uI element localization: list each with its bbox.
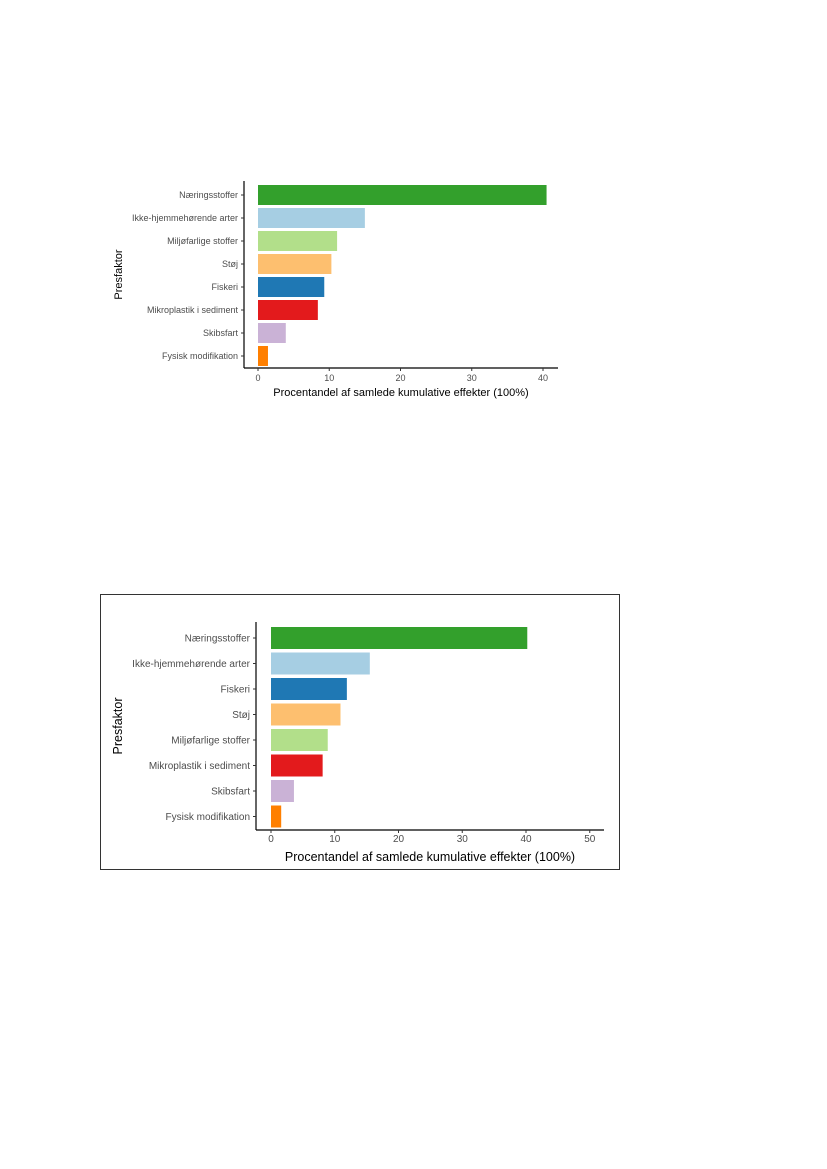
- chart1-category-label: Fysisk modifikation: [162, 351, 238, 361]
- chart2-x-tick-label: 50: [584, 834, 596, 845]
- chart2-category-label: Mikroplastik i sediment: [149, 761, 250, 772]
- chart2-category-label: Ikke-hjemmehørende arter: [132, 659, 250, 670]
- chart1-x-tick-label: 20: [395, 373, 405, 383]
- chart2-x-tick-label: 30: [457, 834, 469, 845]
- chart1-category-label: Mikroplastik i sediment: [147, 305, 239, 315]
- chart1-y-axis-title: Presfaktor: [113, 249, 125, 299]
- chart2-x-axis-title: Procentandel af samlede kumulative effek…: [285, 850, 575, 864]
- chart1-bar: [258, 300, 318, 320]
- chart2-category-label: Næringsstoffer: [185, 634, 251, 645]
- chart1-bar: [258, 254, 332, 274]
- chart2-bar: [271, 652, 370, 675]
- chart2-category-label: Fiskeri: [221, 685, 250, 696]
- chart1-category-label: Næringsstoffer: [179, 190, 238, 200]
- chart1-x-tick-label: 10: [324, 373, 334, 383]
- chart1-x-tick-label: 0: [255, 373, 260, 383]
- chart1-bar: [258, 208, 365, 228]
- chart1-bar: [258, 185, 547, 205]
- chart1-bar: [258, 323, 286, 343]
- chart2-bar: [271, 780, 294, 802]
- chart1-category-label: Støj: [222, 259, 238, 269]
- chart2-x-tick-label: 20: [393, 834, 405, 845]
- chart2-bar: [271, 627, 528, 649]
- chart1-category-label: Ikke-hjemmehørende arter: [132, 213, 238, 223]
- chart2-category-label: Skibsfart: [211, 787, 250, 798]
- chart1-bar: [258, 346, 268, 366]
- chart2-bar: [271, 703, 341, 726]
- chart1-category-label: Fiskeri: [212, 282, 239, 292]
- chart2-category-label: Fysisk modifikation: [166, 812, 250, 823]
- chart2-x-tick-label: 40: [520, 834, 532, 845]
- chart1-x-tick-label: 40: [538, 373, 548, 383]
- chart2-x-tick-label: 10: [329, 834, 341, 845]
- chart1-category-label: Miljøfarlige stoffer: [167, 236, 238, 246]
- chart2-x-tick-label: 0: [268, 834, 274, 845]
- chart2-bar: [271, 805, 282, 828]
- chart1-bar: [258, 231, 338, 251]
- chart2-category-label: Miljøfarlige stoffer: [171, 736, 250, 747]
- chart-1: Næringsstoffer Ikke-hjemmehørende arter Mi…: [113, 181, 558, 399]
- chart2-category-label: Støj: [232, 710, 250, 721]
- chart1-category-label: Skibsfart: [203, 328, 239, 338]
- chart2-bar: [271, 754, 323, 777]
- chart1-x-tick-label: 30: [467, 373, 477, 383]
- chart2-frame: [100, 594, 620, 870]
- chart1-x-axis-title: Procentandel af samlede kumulative effek…: [273, 387, 528, 399]
- chart2-bar: [271, 678, 347, 700]
- chart-2: Næringsstoffer Ikke-hjemmehørende arter Fi…: [111, 622, 604, 864]
- chart2-y-axis-title: Presfaktor: [111, 698, 125, 755]
- chart1-bar: [258, 277, 325, 297]
- chart2-bar: [271, 729, 328, 751]
